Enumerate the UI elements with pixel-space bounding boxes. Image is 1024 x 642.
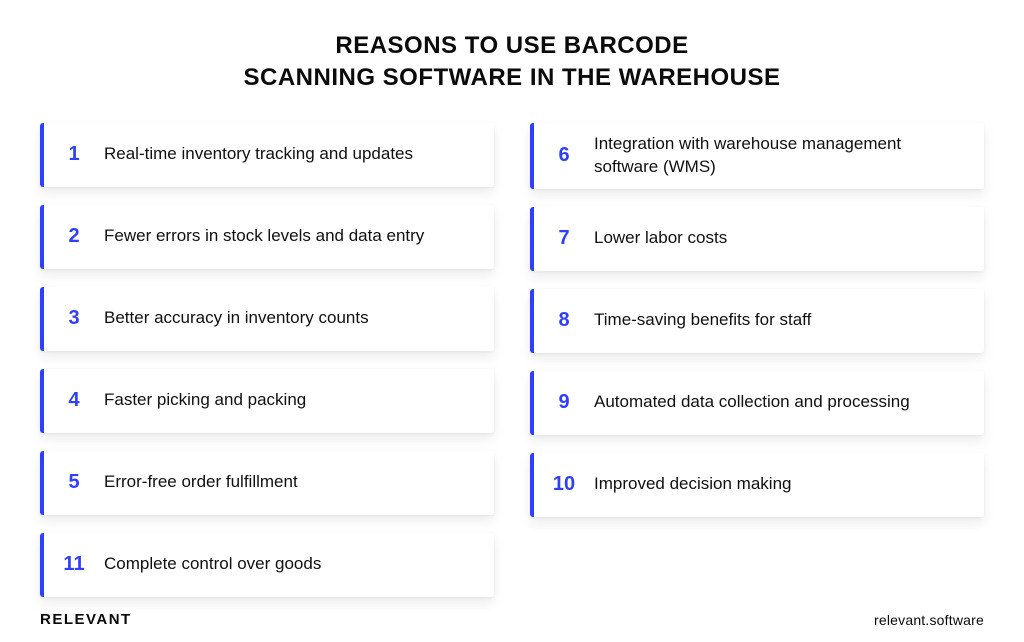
item-text: Error-free order fulfillment: [104, 471, 306, 494]
list-item: 11Complete control over goods: [40, 533, 494, 597]
item-number: 8: [534, 309, 594, 332]
item-number: 11: [44, 553, 104, 576]
item-number: 6: [534, 144, 594, 167]
title-line-1: REASONS TO USE BARCODE: [335, 32, 688, 59]
footer-site: relevant.software: [874, 612, 984, 628]
list-item: 3Better accuracy in inventory counts: [40, 287, 494, 351]
item-text: Real-time inventory tracking and updates: [104, 143, 421, 166]
item-number: 5: [44, 471, 104, 494]
footer-brand: RELEVANT: [40, 611, 132, 628]
item-text: Integration with warehouse management so…: [594, 133, 968, 179]
right-column: 6Integration with warehouse management s…: [530, 123, 984, 597]
item-number: 9: [534, 391, 594, 414]
item-text: Complete control over goods: [104, 553, 329, 576]
left-column: 1Real-time inventory tracking and update…: [40, 123, 494, 597]
item-text: Time-saving benefits for staff: [594, 309, 819, 332]
item-text: Lower labor costs: [594, 227, 735, 250]
item-text: Better accuracy in inventory counts: [104, 307, 377, 330]
item-number: 1: [44, 143, 104, 166]
item-text: Faster picking and packing: [104, 389, 314, 412]
list-item: 7Lower labor costs: [530, 207, 984, 271]
list-item: 6Integration with warehouse management s…: [530, 123, 984, 189]
list-item: 4Faster picking and packing: [40, 369, 494, 433]
footer: RELEVANT relevant.software: [40, 611, 984, 628]
item-number: 4: [44, 389, 104, 412]
list-item: 2Fewer errors in stock levels and data e…: [40, 205, 494, 269]
list-item: 5Error-free order fulfillment: [40, 451, 494, 515]
list-item: 10Improved decision making: [530, 453, 984, 517]
item-number: 3: [44, 307, 104, 330]
item-number: 10: [534, 473, 594, 496]
list-item: 1Real-time inventory tracking and update…: [40, 123, 494, 187]
item-text: Improved decision making: [594, 473, 799, 496]
item-text: Automated data collection and processing: [594, 391, 918, 414]
title-line-2: SCANNING SOFTWARE IN THE WAREHOUSE: [243, 64, 780, 91]
page-title: REASONS TO USE BARCODE SCANNING SOFTWARE…: [40, 30, 984, 95]
list-item: 9Automated data collection and processin…: [530, 371, 984, 435]
columns-container: 1Real-time inventory tracking and update…: [40, 123, 984, 597]
list-item: 8Time-saving benefits for staff: [530, 289, 984, 353]
item-text: Fewer errors in stock levels and data en…: [104, 225, 432, 248]
item-number: 2: [44, 225, 104, 248]
item-number: 7: [534, 227, 594, 250]
